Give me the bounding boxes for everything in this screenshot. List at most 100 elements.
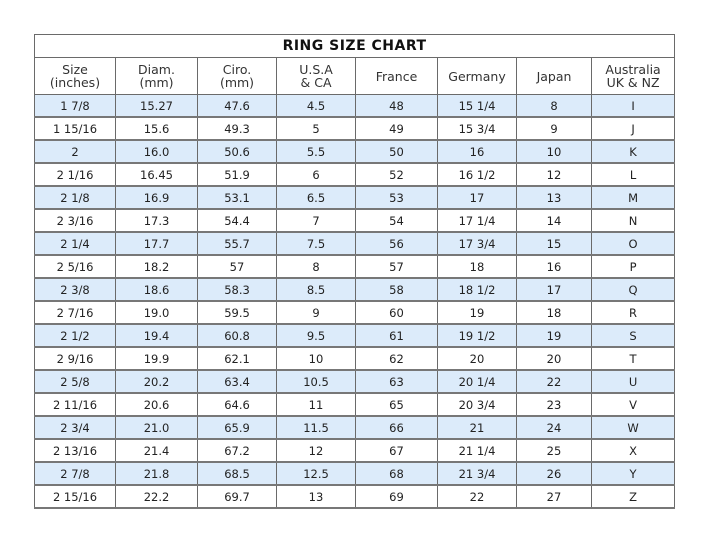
table-cell: 21 3/4 [437,461,517,486]
table-cell: 50.6 [197,139,277,164]
table-row: 1 7/8 15.27 47.6 4.5 48 15 1/4 8 I [34,94,676,118]
table-cell: 19.4 [115,323,198,348]
table-cell: 25 [516,438,592,463]
table-cell: 9.5 [276,323,356,348]
table-cell: 7 [276,208,356,233]
table-cell: V [590,392,676,417]
table-cell: 2 7/16 [34,300,116,325]
table-cell: 6 [276,162,356,187]
table-cell: 11 [276,392,356,417]
table-cell: 69.7 [197,484,277,509]
table-cell: 54.4 [197,208,277,233]
table-cell: 10 [516,139,592,164]
table-cell: 4.5 [276,94,356,118]
table-cell: 15 3/4 [437,116,517,141]
table-cell: 15.27 [115,94,198,118]
table-cell: U [590,369,676,394]
table-row: 2 3/16 17.3 54.4 7 54 17 1/4 14 N [34,208,676,233]
table-cell: 62 [355,346,438,371]
table-cell: 14 [516,208,592,233]
table-cell: 18.6 [115,277,198,302]
table-cell: 10.5 [276,369,356,394]
header-row: Size (inches) Diam. (mm) Ciro. (mm) U.S.A & CA F… [34,57,676,95]
table-cell: 69 [355,484,438,509]
table-cell: 11.5 [276,415,356,440]
table-cell: 9 [516,116,592,141]
table-cell: 22 [437,484,517,509]
table-row: 2 3/4 21.0 65.9 11.5 66 21 24 W [34,415,676,440]
table-cell: 21.8 [115,461,198,486]
table-cell: 64.6 [197,392,277,417]
column-header-line: Japan [536,68,572,84]
table-cell: 49 [355,116,438,141]
table-cell: 8 [516,94,592,118]
table-cell: 17 [516,277,592,302]
table-cell: 16 [516,254,592,279]
column-header-line: (mm) [139,75,174,90]
table-cell: 20 [516,346,592,371]
table-cell: 65 [355,392,438,417]
table-row: 1 15/16 15.6 49.3 5 49 15 3/4 9 J [34,116,676,141]
table-cell: 19 1/2 [437,323,517,348]
table-cell: 2 1/2 [34,323,116,348]
table-cell: 61 [355,323,438,348]
table-cell: 15.6 [115,116,198,141]
table-row: 2 1/4 17.7 55.7 7.5 56 17 3/4 15 O [34,231,676,256]
table-cell: Y [590,461,676,486]
table-cell: 55.7 [197,231,277,256]
table-cell: 2 5/8 [34,369,116,394]
table-row: 2 1/16 16.45 51.9 6 52 16 1/2 12 L [34,162,676,187]
table-cell: 2 13/16 [34,438,116,463]
table-cell: 18 [437,254,517,279]
table-cell: 2 11/16 [34,392,116,417]
table-cell: T [590,346,676,371]
table-cell: 66 [355,415,438,440]
table-cell: Q [590,277,676,302]
table-cell: 27 [516,484,592,509]
table-cell: 15 [516,231,592,256]
column-header: Diam. (mm) [115,57,198,95]
table-row: 2 1/8 16.9 53.1 6.5 53 17 13 M [34,185,676,210]
table-cell: 67 [355,438,438,463]
table-cell: 67.2 [197,438,277,463]
table-cell: 58 [355,277,438,302]
table-cell: P [590,254,676,279]
table-cell: 47.6 [197,94,277,118]
table-cell: 7.5 [276,231,356,256]
column-header-line: UK & NZ [606,75,660,90]
table-row: 2 5/16 18.2 57 8 57 18 16 P [34,254,676,279]
column-header-line: (mm) [219,75,255,90]
table-cell: 24 [516,415,592,440]
table-row: 2 7/16 19.0 59.5 9 60 19 18 R [34,300,676,325]
column-header-line: Ciro. [222,62,252,77]
table-cell: 16.0 [115,139,198,164]
table-cell: 18 1/2 [437,277,517,302]
table-cell: 17 [437,185,517,210]
table-row: 2 15/16 22.2 69.7 13 69 22 27 Z [34,484,676,509]
table-cell: 16 [437,139,517,164]
table-cell: 2 15/16 [34,484,116,509]
table-cell: 20 [437,346,517,371]
table-cell: 16.9 [115,185,198,210]
table-cell: 51.9 [197,162,277,187]
table-row: 2 3/8 18.6 58.3 8.5 58 18 1/2 17 Q [34,277,676,302]
table-cell: 21.4 [115,438,198,463]
column-header-line: France [375,68,418,84]
table-cell: 2 1/4 [34,231,116,256]
table-cell: 68.5 [197,461,277,486]
table-cell: O [590,231,676,256]
table-cell: 54 [355,208,438,233]
column-header: France [355,57,438,95]
table-cell: 2 3/4 [34,415,116,440]
table-cell: 12 [276,438,356,463]
table-cell: 21 1/4 [437,438,517,463]
table-cell: 2 3/8 [34,277,116,302]
table-cell: 12 [516,162,592,187]
table-cell: 20 1/4 [437,369,517,394]
table-cell: 1 15/16 [34,116,116,141]
table-cell: 56 [355,231,438,256]
table-cell: 63.4 [197,369,277,394]
table-cell: 2 5/16 [34,254,116,279]
column-header-line: Australia [605,62,661,77]
table-cell: 13 [276,484,356,509]
